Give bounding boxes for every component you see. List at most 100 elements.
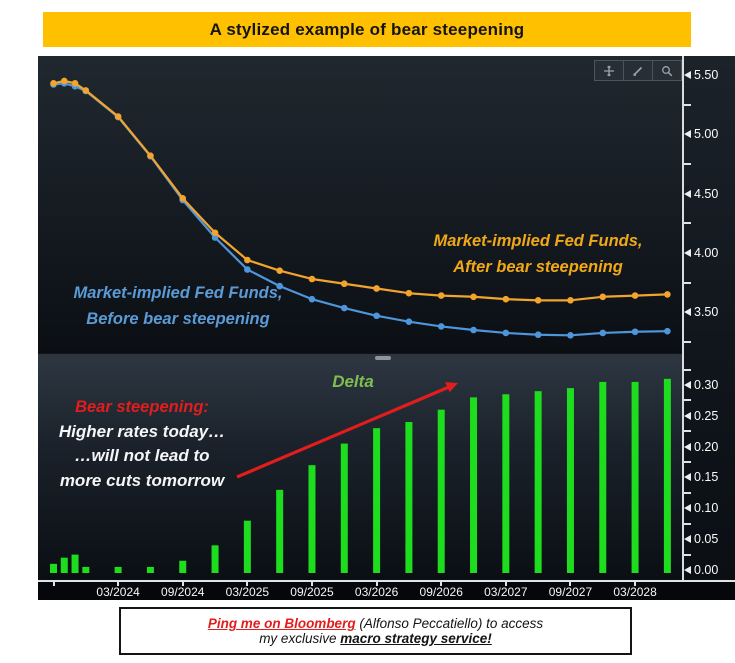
bar <box>114 566 122 573</box>
x-tick-label: 03/2025 <box>225 585 270 599</box>
zoom-tool-button[interactable] <box>652 60 682 81</box>
y-tick-label: 0.20 <box>694 439 719 454</box>
chart-panel: 03/2024 09/2024 03/2025 09/2025 03/2026 09/20… <box>38 56 735 600</box>
bar <box>50 563 57 573</box>
line-point <box>502 329 510 337</box>
line-point <box>147 152 154 159</box>
tick-arrow-icon <box>684 535 691 544</box>
x-tick <box>504 582 507 586</box>
line-point <box>50 80 57 87</box>
y-minor-tick <box>684 162 691 165</box>
y-tick: 0.10 <box>684 501 718 515</box>
x-tick <box>52 582 55 586</box>
bar <box>566 388 574 573</box>
line-point <box>340 280 348 288</box>
line-point <box>437 292 445 299</box>
x-tick <box>634 582 637 586</box>
y-tick-label: 5.50 <box>694 68 719 82</box>
line-point <box>631 292 639 299</box>
splitter-handle-icon[interactable] <box>375 356 391 360</box>
y-tick: 0.00 <box>684 563 718 577</box>
y-minor-tick <box>684 103 691 106</box>
line-point <box>567 297 574 304</box>
tick-arrow-icon <box>684 411 691 420</box>
y-minor-tick <box>684 553 691 556</box>
line-point <box>534 331 542 339</box>
line-point <box>114 113 122 120</box>
x-tick <box>440 582 443 586</box>
line-point <box>276 282 283 290</box>
annotation-line: Before bear steepening <box>86 310 270 328</box>
bar <box>663 378 671 573</box>
y-tick-label: 5.00 <box>694 127 719 142</box>
x-tick <box>310 582 313 586</box>
tick-arrow-icon <box>684 504 691 513</box>
footer-line-2: my exclusive macro strategy service! <box>259 631 492 646</box>
line-point <box>211 234 219 241</box>
x-tick <box>181 582 184 586</box>
bar <box>146 566 154 573</box>
annotation-delta-label: Delta <box>293 369 413 395</box>
bar-chart-canvas <box>50 378 671 573</box>
bar <box>373 428 381 573</box>
line-point <box>82 87 90 94</box>
y-tick-label: 0.30 <box>694 377 719 392</box>
y-tick: 3.50 <box>684 305 718 319</box>
y-tick-label: 0.15 <box>694 470 719 485</box>
y-tick: 0.30 <box>684 378 718 392</box>
tick-arrow-icon <box>684 566 691 574</box>
bar <box>534 391 542 573</box>
line-point <box>470 293 477 301</box>
y-minor-tick <box>684 491 691 494</box>
y-tick-label: 4.50 <box>694 186 719 201</box>
annotation-before-steepening: Market-implied Fed Funds, Before bear st… <box>50 280 306 332</box>
tick-arrow-icon <box>684 71 691 79</box>
bar <box>71 554 79 573</box>
magnifier-icon <box>662 65 673 76</box>
trend-arrow-head-icon <box>445 382 458 393</box>
x-tick <box>375 582 378 586</box>
y-tick: 5.50 <box>684 68 718 82</box>
move-tool-button[interactable] <box>594 60 624 81</box>
bar <box>470 397 478 573</box>
bloomberg-link[interactable]: Ping me on Bloomberg <box>207 616 356 631</box>
line-point <box>340 304 348 312</box>
y-minor-tick <box>684 399 691 402</box>
y-tick: 0.15 <box>684 470 718 484</box>
bar <box>179 560 187 573</box>
bar <box>243 520 251 573</box>
annotation-line: Market-implied Fed Funds, <box>433 232 643 250</box>
draw-tool-button[interactable] <box>623 60 653 81</box>
x-tick-label: 09/2026 <box>419 585 463 599</box>
bar <box>308 465 316 573</box>
line-point <box>567 332 574 339</box>
title-banner: A stylized example of bear steepening <box>43 12 691 47</box>
callout-line: Higher rates today… <box>58 421 226 441</box>
callout-line: more cuts tomorrow <box>59 470 225 490</box>
tick-arrow-icon <box>684 189 691 198</box>
y-minor-tick <box>684 430 691 433</box>
y-tick: 0.05 <box>684 532 718 546</box>
tick-arrow-icon <box>684 473 691 482</box>
annotation-after-steepening: Market-implied Fed Funds, After bear ste… <box>416 228 660 280</box>
y-tick-label: 3.50 <box>694 305 719 320</box>
y-tick-label: 0.10 <box>694 501 719 516</box>
footer-note: Ping me on Bloomberg (Alfonso Peccatiell… <box>119 607 632 655</box>
x-tick-label: 03/2026 <box>354 585 399 599</box>
bar <box>60 557 68 573</box>
move-icon <box>604 65 614 76</box>
annotation-bear-steepening-callout: Bear steepening: Higher rates today… …wi… <box>54 395 230 493</box>
bar-chart-plot <box>38 361 682 580</box>
y-minor-tick <box>684 461 691 464</box>
line-point <box>244 266 251 273</box>
y-tick: 0.25 <box>684 409 718 423</box>
line-point <box>373 312 380 320</box>
y-minor-tick <box>684 281 691 284</box>
trend-arrow <box>236 385 450 479</box>
line-point <box>534 297 542 304</box>
annotation-line: Market-implied Fed Funds, <box>73 284 283 302</box>
page-title: A stylized example of bear steepening <box>209 19 525 39</box>
x-tick <box>117 582 120 586</box>
line-point <box>631 328 639 336</box>
tick-arrow-icon <box>684 442 691 451</box>
